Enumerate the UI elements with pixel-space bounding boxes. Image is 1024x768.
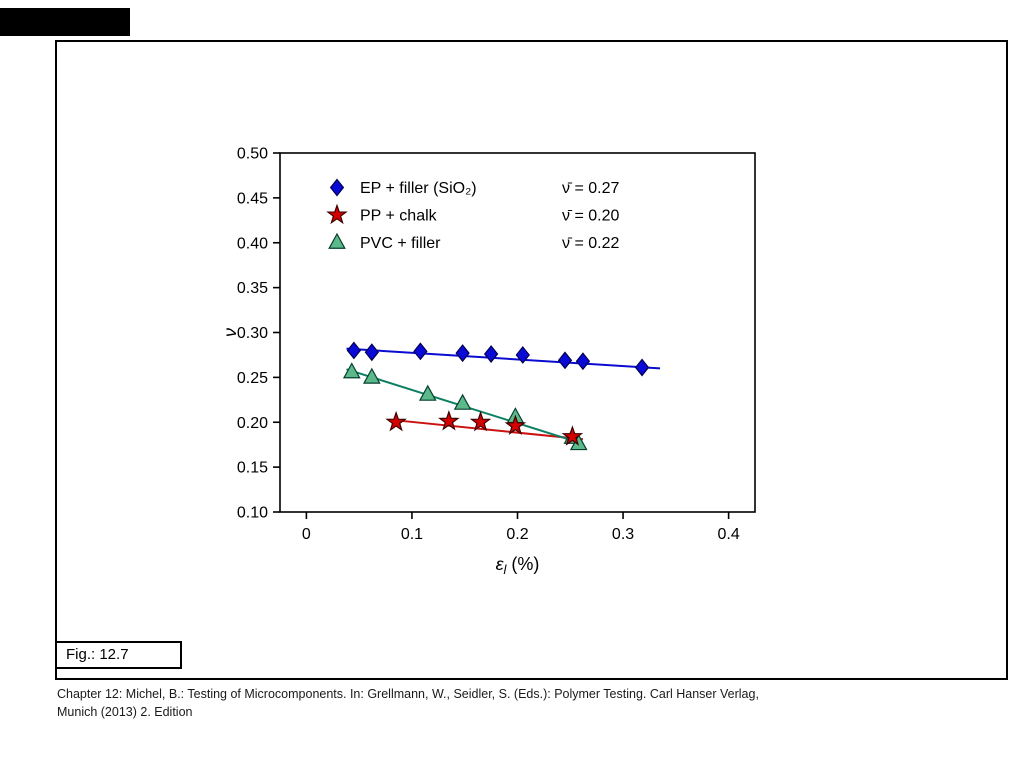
figure-number-box: Fig.: 12.7: [55, 641, 182, 669]
svg-text:0.3: 0.3: [612, 526, 634, 543]
caption-line-2: Munich (2013) 2. Edition: [57, 704, 193, 719]
svg-text:PVC + filler: PVC + filler: [360, 235, 441, 252]
top-left-black-bar: [0, 8, 130, 36]
svg-text:0.10: 0.10: [237, 505, 268, 522]
svg-text:0.4: 0.4: [717, 526, 739, 543]
svg-text:0.30: 0.30: [237, 325, 268, 342]
svg-text:0.20: 0.20: [237, 415, 268, 432]
figure-frame: 0.10 0.15 0.20 0.25 0.30 0.35 0.40 0.45 0.50 0 0.1…: [55, 40, 1008, 680]
svg-text:εl (%): εl (%): [496, 554, 540, 577]
svg-text:ν̄ = 0.22: ν̄ = 0.22: [562, 235, 619, 252]
svg-text:ν̄ = 0.20: ν̄ = 0.20: [562, 208, 619, 225]
svg-text:ν̄ = 0.27: ν̄ = 0.27: [562, 180, 619, 197]
svg-text:ν: ν: [220, 328, 240, 337]
svg-text:0.2: 0.2: [506, 526, 528, 543]
svg-text:0.45: 0.45: [237, 190, 268, 207]
svg-text:0.35: 0.35: [237, 280, 268, 297]
figure-number-label: Fig.: 12.7: [66, 646, 129, 663]
caption-line-1: Chapter 12: Michel, B.: Testing of Micro…: [57, 687, 759, 701]
svg-text:0.1: 0.1: [401, 526, 423, 543]
svg-text:0.50: 0.50: [237, 146, 268, 163]
svg-text:0: 0: [302, 526, 311, 543]
svg-text:PP + chalk: PP + chalk: [360, 208, 438, 225]
figure-caption: Chapter 12: Michel, B.: Testing of Micro…: [57, 686, 997, 721]
svg-text:EP + filler (SiO₂): EP + filler (SiO₂): [360, 180, 477, 197]
svg-text:0.15: 0.15: [237, 460, 268, 477]
poisson-ratio-chart: 0.10 0.15 0.20 0.25 0.30 0.35 0.40 0.45 0.50 0 0.1…: [220, 146, 756, 577]
svg-text:0.40: 0.40: [237, 235, 268, 252]
svg-text:0.25: 0.25: [237, 370, 268, 387]
